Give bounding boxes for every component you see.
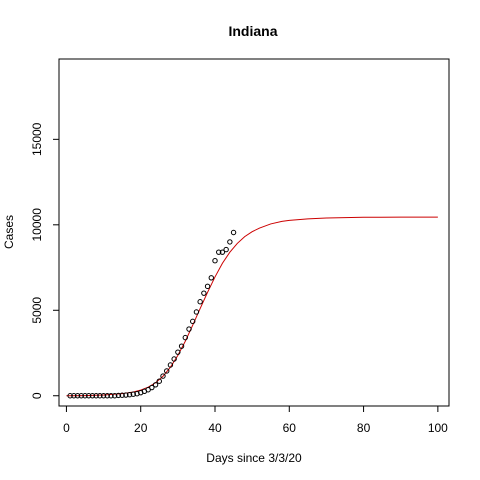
data-point (171, 356, 177, 362)
data-point (130, 391, 136, 397)
y-tick-label: 0 (30, 392, 44, 399)
data-point (175, 349, 181, 355)
data-point (126, 392, 133, 398)
x-tick-label: 60 (283, 421, 297, 435)
x-axis-label: Days since 3/3/20 (206, 451, 302, 465)
data-point (164, 368, 170, 374)
data-point (204, 283, 211, 290)
data-point (227, 239, 233, 245)
x-axis: 0 20 40 60 80 100 (63, 405, 448, 435)
data-point (230, 229, 237, 236)
data-point (108, 393, 114, 399)
data-point (97, 393, 103, 399)
data-point (182, 334, 188, 341)
data-point (112, 393, 118, 399)
data-point (115, 392, 122, 399)
data-point (67, 393, 73, 399)
data-point (156, 378, 162, 384)
x-tick-label: 80 (357, 421, 371, 435)
y-axis-label: Cases (2, 215, 16, 249)
x-tick-label: 100 (428, 421, 448, 435)
data-point (149, 384, 155, 391)
y-axis: 0 5000 10000 15000 (30, 122, 60, 399)
data-point (190, 318, 196, 325)
data-point (160, 373, 166, 379)
data-point (223, 246, 229, 253)
data-point (89, 393, 96, 399)
data-point (86, 393, 92, 399)
data-point (219, 249, 226, 255)
x-tick-label: 20 (134, 421, 148, 435)
data-point (167, 362, 174, 368)
data-point (82, 393, 88, 399)
y-tick-label: 5000 (30, 297, 44, 324)
x-tick-label: 0 (63, 421, 70, 435)
data-point (208, 275, 214, 281)
data-point (152, 382, 159, 388)
data-point (212, 258, 218, 264)
data-point (74, 393, 81, 399)
data-point (93, 393, 99, 399)
data-point (100, 393, 107, 399)
data-point (71, 393, 77, 399)
data-point (123, 392, 129, 398)
data-point (119, 392, 125, 398)
plot-frame (58, 58, 450, 407)
data-point (193, 309, 200, 315)
chart-title: Indiana (228, 23, 277, 39)
data-point (201, 290, 207, 296)
y-tick-label: 15000 (30, 122, 44, 156)
data-point (104, 393, 110, 399)
data-point (216, 249, 222, 255)
data-points (67, 229, 237, 399)
x-tick-label: 40 (208, 421, 222, 435)
y-tick-label: 10000 (30, 208, 44, 242)
data-point (197, 299, 203, 305)
fit-line (66, 216, 438, 397)
data-point (178, 343, 185, 349)
data-point (78, 393, 84, 399)
data-point (186, 326, 192, 332)
